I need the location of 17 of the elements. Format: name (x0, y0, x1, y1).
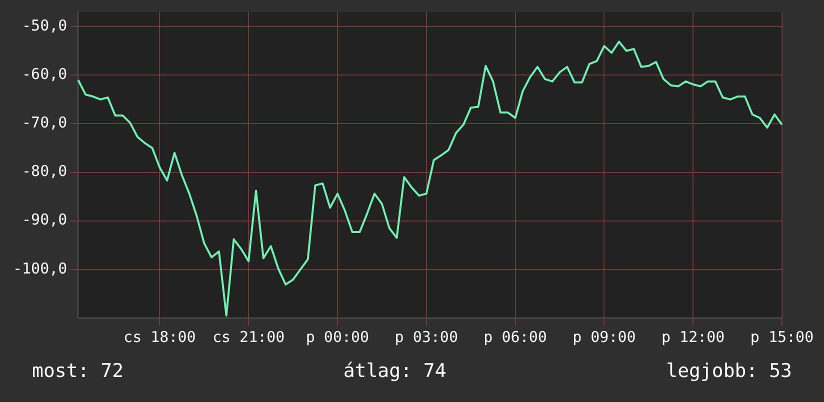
y-tick-label: -100,0 (12, 259, 68, 278)
y-tick-label: -60,0 (22, 65, 68, 84)
x-tick-label: p 03:00 (394, 328, 458, 346)
x-tick-label: cs 18:00 (124, 328, 196, 346)
y-tick-label: -50,0 (22, 16, 68, 34)
y-tick-label: -90,0 (22, 210, 68, 229)
y-tick-label: -80,0 (22, 162, 68, 180)
text: átlag: 74 (343, 360, 446, 382)
x-tick-label: p 12:00 (661, 328, 725, 346)
text: most: 72 (32, 360, 124, 382)
x-tick-label: p 15:00 (750, 328, 814, 346)
x-tick-label: p 09:00 (572, 328, 636, 346)
y-tick-label: -70,0 (22, 114, 68, 132)
x-tick-label: cs 21:00 (212, 328, 285, 346)
text: legjobb: 53 (666, 360, 792, 382)
x-tick-label: p 06:00 (484, 328, 547, 346)
x-tick-label: p 00:00 (306, 328, 370, 346)
